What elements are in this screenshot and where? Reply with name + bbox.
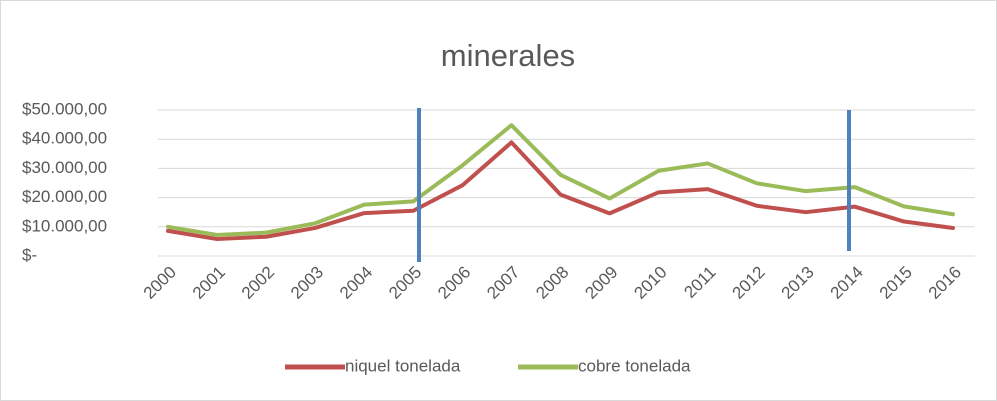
y-tick-label: $40.000,00	[22, 129, 107, 148]
y-tick-label: $20.000,00	[22, 187, 107, 206]
legend-label: cobre tonelada	[578, 356, 691, 375]
y-tick-label: $-	[22, 245, 37, 264]
legend-label: niquel tonelada	[345, 356, 461, 375]
y-tick-label: $30.000,00	[22, 158, 107, 177]
data-line	[166, 140, 955, 242]
chart-title: minerales	[441, 38, 575, 73]
y-tick-label: $50.000,00	[22, 99, 107, 118]
plot: $- $10.000,00 $20.000,00 $30.000,00 $40.000,…	[22, 99, 975, 375]
y-tick-label: $10.000,00	[22, 216, 107, 235]
data-line	[166, 123, 955, 237]
